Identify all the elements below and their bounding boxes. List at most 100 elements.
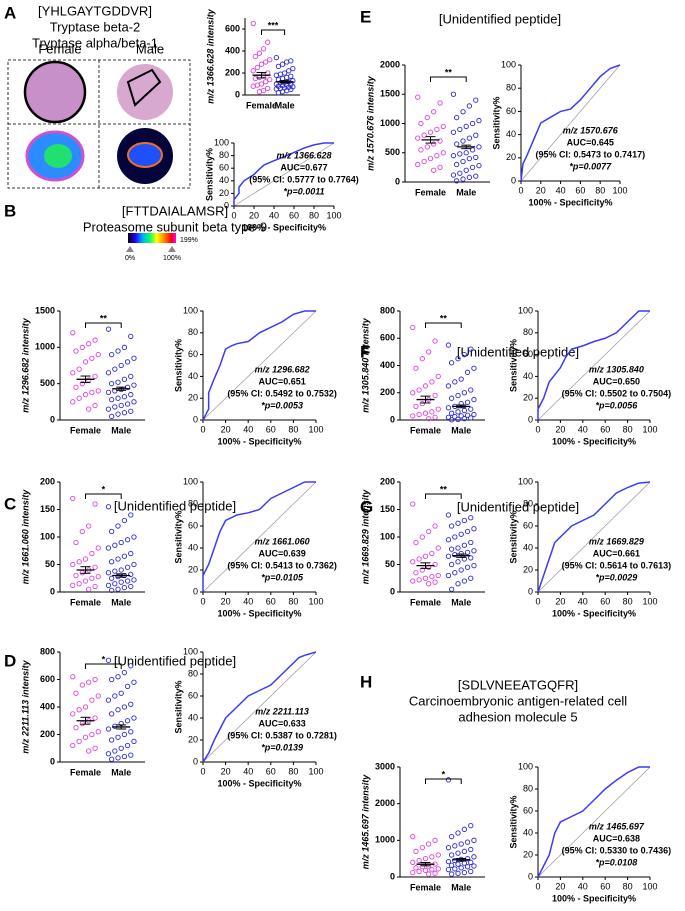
x-tick-label: 60: [600, 881, 610, 891]
y-tick-label: 20: [523, 393, 533, 403]
sem-bar: [279, 80, 290, 84]
data-point: [448, 862, 455, 868]
y-tick-label: 100: [183, 476, 198, 486]
roc-annotation: *p=0.0139: [261, 742, 303, 752]
data-point: [419, 534, 425, 540]
data-point: [473, 97, 479, 103]
sem-bar: [116, 386, 127, 391]
x-tick-label: 80: [595, 185, 605, 195]
data-point: [460, 176, 466, 182]
data-point: [86, 523, 92, 529]
panel-title: [Unidentified peptide]: [457, 499, 579, 514]
roc-curve: [520, 64, 621, 182]
data-point: [413, 865, 419, 871]
data-point: [82, 359, 89, 365]
data-point: [252, 53, 258, 60]
y-tick-label: 40: [523, 827, 533, 837]
data-point: [468, 846, 474, 853]
x-tick-label: Female: [415, 187, 446, 197]
x-tick-label: 60: [600, 596, 610, 606]
x-tick-label: 100: [308, 424, 323, 434]
x-axis-label: 100% - Specificity%: [552, 608, 636, 618]
x-axis-label: 100% - Specificity%: [217, 436, 301, 446]
y-axis-label: Sensitivity%: [173, 339, 183, 392]
data-point: [468, 539, 474, 546]
data-point: [82, 556, 89, 562]
image-label: Male: [136, 41, 164, 56]
data-point: [445, 572, 452, 579]
data-point: [262, 59, 269, 65]
data-point: [258, 61, 265, 67]
data-point: [73, 572, 79, 579]
sem-bar: [420, 395, 431, 404]
data-point: [413, 848, 419, 854]
y-axis-label: Sensitivity%: [491, 96, 501, 149]
data-point: [424, 115, 430, 121]
y-tick-label: 80: [188, 498, 198, 508]
data-point: [73, 348, 79, 354]
scale-label: 199%: [180, 237, 198, 244]
x-tick-label: 0: [200, 766, 205, 776]
y-tick-label: 400: [225, 45, 240, 55]
y-tick-label: 0: [224, 200, 229, 210]
x-tick-label: 0: [535, 424, 540, 434]
data-point: [469, 147, 476, 153]
x-tick-label: Female: [70, 425, 101, 435]
data-point: [265, 39, 271, 45]
data-point: [464, 549, 471, 556]
y-tick-label: 150: [380, 504, 395, 514]
panel-title: [Unidentified peptide]: [457, 344, 579, 359]
x-axis-label: 100% - Specificity%: [217, 778, 301, 788]
y-tick-label: 0: [50, 414, 55, 424]
roc-annotation: m/z 1661.060: [255, 536, 310, 546]
y-tick-label: 80: [523, 327, 533, 337]
roc-curve: [233, 142, 334, 206]
data-point: [112, 581, 118, 587]
x-tick-label: 0: [200, 424, 205, 434]
x-axis-label: 100% - Specificity%: [552, 436, 636, 446]
data-point: [445, 867, 452, 873]
data-point: [452, 857, 458, 864]
data-point: [92, 564, 98, 570]
data-point: [131, 679, 137, 685]
data-point: [70, 674, 76, 680]
data-point: [112, 366, 118, 372]
color-scale: [128, 233, 176, 243]
y-tick-label: 0: [193, 414, 198, 424]
data-point: [108, 711, 115, 717]
data-point: [466, 103, 473, 109]
data-point: [461, 351, 468, 358]
data-point: [471, 863, 477, 869]
data-point: [92, 676, 98, 683]
data-point: [115, 734, 121, 740]
y-tick-label: 400: [380, 360, 395, 370]
data-point: [115, 379, 121, 385]
roc-annotation: (95% CI: 0.5614 to 0.7613): [562, 560, 672, 570]
data-point: [112, 404, 118, 410]
roc-curve: [202, 310, 316, 421]
data-point: [476, 117, 482, 124]
roc-annotation: AUC=0.651: [258, 376, 305, 386]
tissue-ims: [44, 144, 72, 168]
x-tick-label: Male: [111, 767, 131, 777]
data-point: [286, 68, 292, 74]
data-point: [455, 830, 461, 836]
x-tick-label: 0: [535, 881, 540, 891]
data-point: [79, 720, 85, 727]
data-point: [413, 403, 419, 410]
data-point: [105, 504, 112, 510]
y-tick-label: 60: [523, 805, 533, 815]
data-point: [82, 578, 89, 584]
data-point: [128, 408, 134, 414]
significance: **: [440, 313, 448, 323]
data-point: [108, 351, 115, 358]
data-point: [445, 777, 452, 783]
y-tick-label: 60: [523, 520, 533, 530]
y-axis-label: Sensitivity%: [173, 510, 183, 563]
data-point: [426, 871, 432, 877]
x-tick-label: Male: [451, 597, 471, 607]
y-tick-label: 20: [506, 152, 516, 162]
scale-marker: [126, 246, 134, 252]
data-point: [426, 415, 432, 422]
data-point: [108, 528, 115, 535]
